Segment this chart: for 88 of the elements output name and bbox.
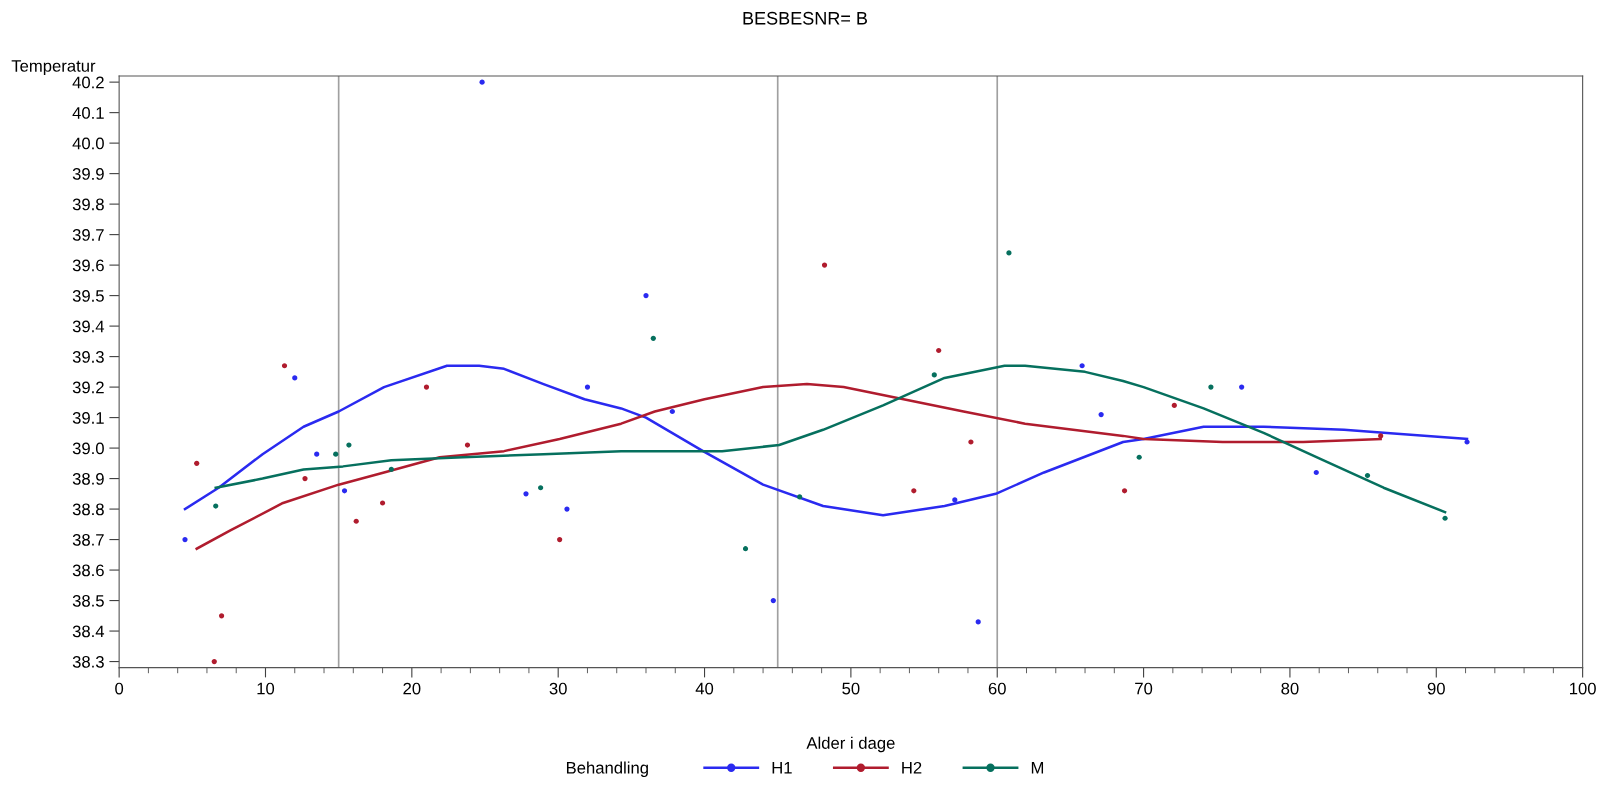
- point: [911, 488, 917, 494]
- x-tick-label: 0: [115, 682, 124, 695]
- legend-label: H1: [772, 762, 792, 774]
- point: [643, 293, 649, 299]
- legend-label: M: [1031, 762, 1044, 774]
- y-tick-label: 39.6: [72, 259, 104, 272]
- y-tick-label: 39.8: [72, 198, 104, 211]
- point: [1006, 250, 1012, 256]
- point: [931, 372, 937, 378]
- point: [797, 494, 803, 500]
- legend-label: H2: [902, 761, 922, 774]
- point: [423, 384, 430, 390]
- y-tick-label: 40.2: [72, 76, 104, 89]
- point: [353, 518, 359, 524]
- point: [1442, 515, 1448, 521]
- point: [952, 497, 958, 503]
- point: [1079, 363, 1085, 369]
- y-tick-label: 38.7: [72, 533, 104, 546]
- point: [1313, 469, 1319, 476]
- line-series: [195, 382, 1382, 550]
- x-tick-label: 90: [1427, 682, 1445, 695]
- point: [1208, 384, 1214, 390]
- point: [479, 79, 485, 85]
- point: [379, 500, 386, 506]
- point: [213, 503, 219, 509]
- point: [523, 491, 529, 497]
- point: [211, 658, 217, 665]
- point: [1121, 488, 1128, 494]
- x-tick-label: 100: [1570, 682, 1596, 695]
- point: [333, 451, 339, 457]
- y-tick-label: 39.5: [72, 290, 104, 302]
- y-tick-label: 39.7: [72, 229, 104, 241]
- y-tick-label: 39.9: [72, 168, 104, 180]
- point: [314, 451, 320, 457]
- x-tick-label: 60: [988, 682, 1006, 695]
- x-tick-label: 30: [549, 682, 567, 695]
- point: [564, 506, 570, 512]
- y-axis-title: Temperatur: [11, 60, 96, 76]
- point: [1136, 454, 1142, 460]
- point: [341, 488, 348, 494]
- x-tick-label: 40: [695, 682, 714, 695]
- point: [538, 485, 544, 491]
- point: [1378, 433, 1384, 439]
- x-tick-label: 20: [403, 682, 421, 695]
- point: [975, 619, 981, 625]
- point: [936, 347, 942, 354]
- point: [742, 546, 749, 552]
- point: [557, 536, 563, 543]
- x-axis-title: Alder i dage: [806, 736, 895, 753]
- point: [302, 475, 308, 482]
- x-tick-label: 70: [1135, 682, 1153, 695]
- point: [650, 335, 656, 341]
- point: [1464, 439, 1470, 445]
- y-tick-label: 39.2: [72, 381, 104, 394]
- point: [218, 613, 225, 619]
- x-tick-label: 10: [257, 682, 275, 695]
- point: [464, 442, 471, 448]
- point: [1171, 402, 1177, 408]
- x-tick-label: 80: [1281, 682, 1299, 695]
- y-tick-label: 38.4: [72, 625, 105, 638]
- y-tick-label: 40.1: [72, 107, 104, 119]
- y-tick-label: 38.3: [72, 655, 104, 668]
- y-tick-label: 38.8: [72, 503, 104, 516]
- y-tick-label: 39.1: [72, 411, 104, 424]
- point: [194, 460, 200, 466]
- x-tick-label: 50: [842, 682, 860, 695]
- point: [292, 375, 298, 381]
- y-tick-label: 38.9: [72, 472, 104, 485]
- y-tick-label: 39.0: [72, 442, 104, 455]
- chart-title: BESBESNR= B: [743, 11, 868, 25]
- point: [821, 262, 828, 268]
- point: [281, 363, 288, 369]
- point: [388, 466, 394, 473]
- y-tick-label: 38.5: [72, 594, 104, 607]
- y-tick-label: 38.6: [72, 564, 104, 577]
- point: [1098, 411, 1104, 418]
- point: [182, 536, 188, 543]
- y-tick-label: 39.4: [72, 320, 105, 333]
- point: [968, 439, 974, 445]
- point: [346, 442, 352, 448]
- legend-title: Behandling: [566, 761, 648, 777]
- point: [1364, 472, 1371, 479]
- point: [584, 384, 591, 390]
- point: [770, 597, 776, 604]
- y-tick-label: 40.0: [72, 137, 104, 150]
- point: [1239, 384, 1245, 390]
- point: [669, 408, 675, 415]
- y-tick-label: 39.3: [72, 351, 104, 363]
